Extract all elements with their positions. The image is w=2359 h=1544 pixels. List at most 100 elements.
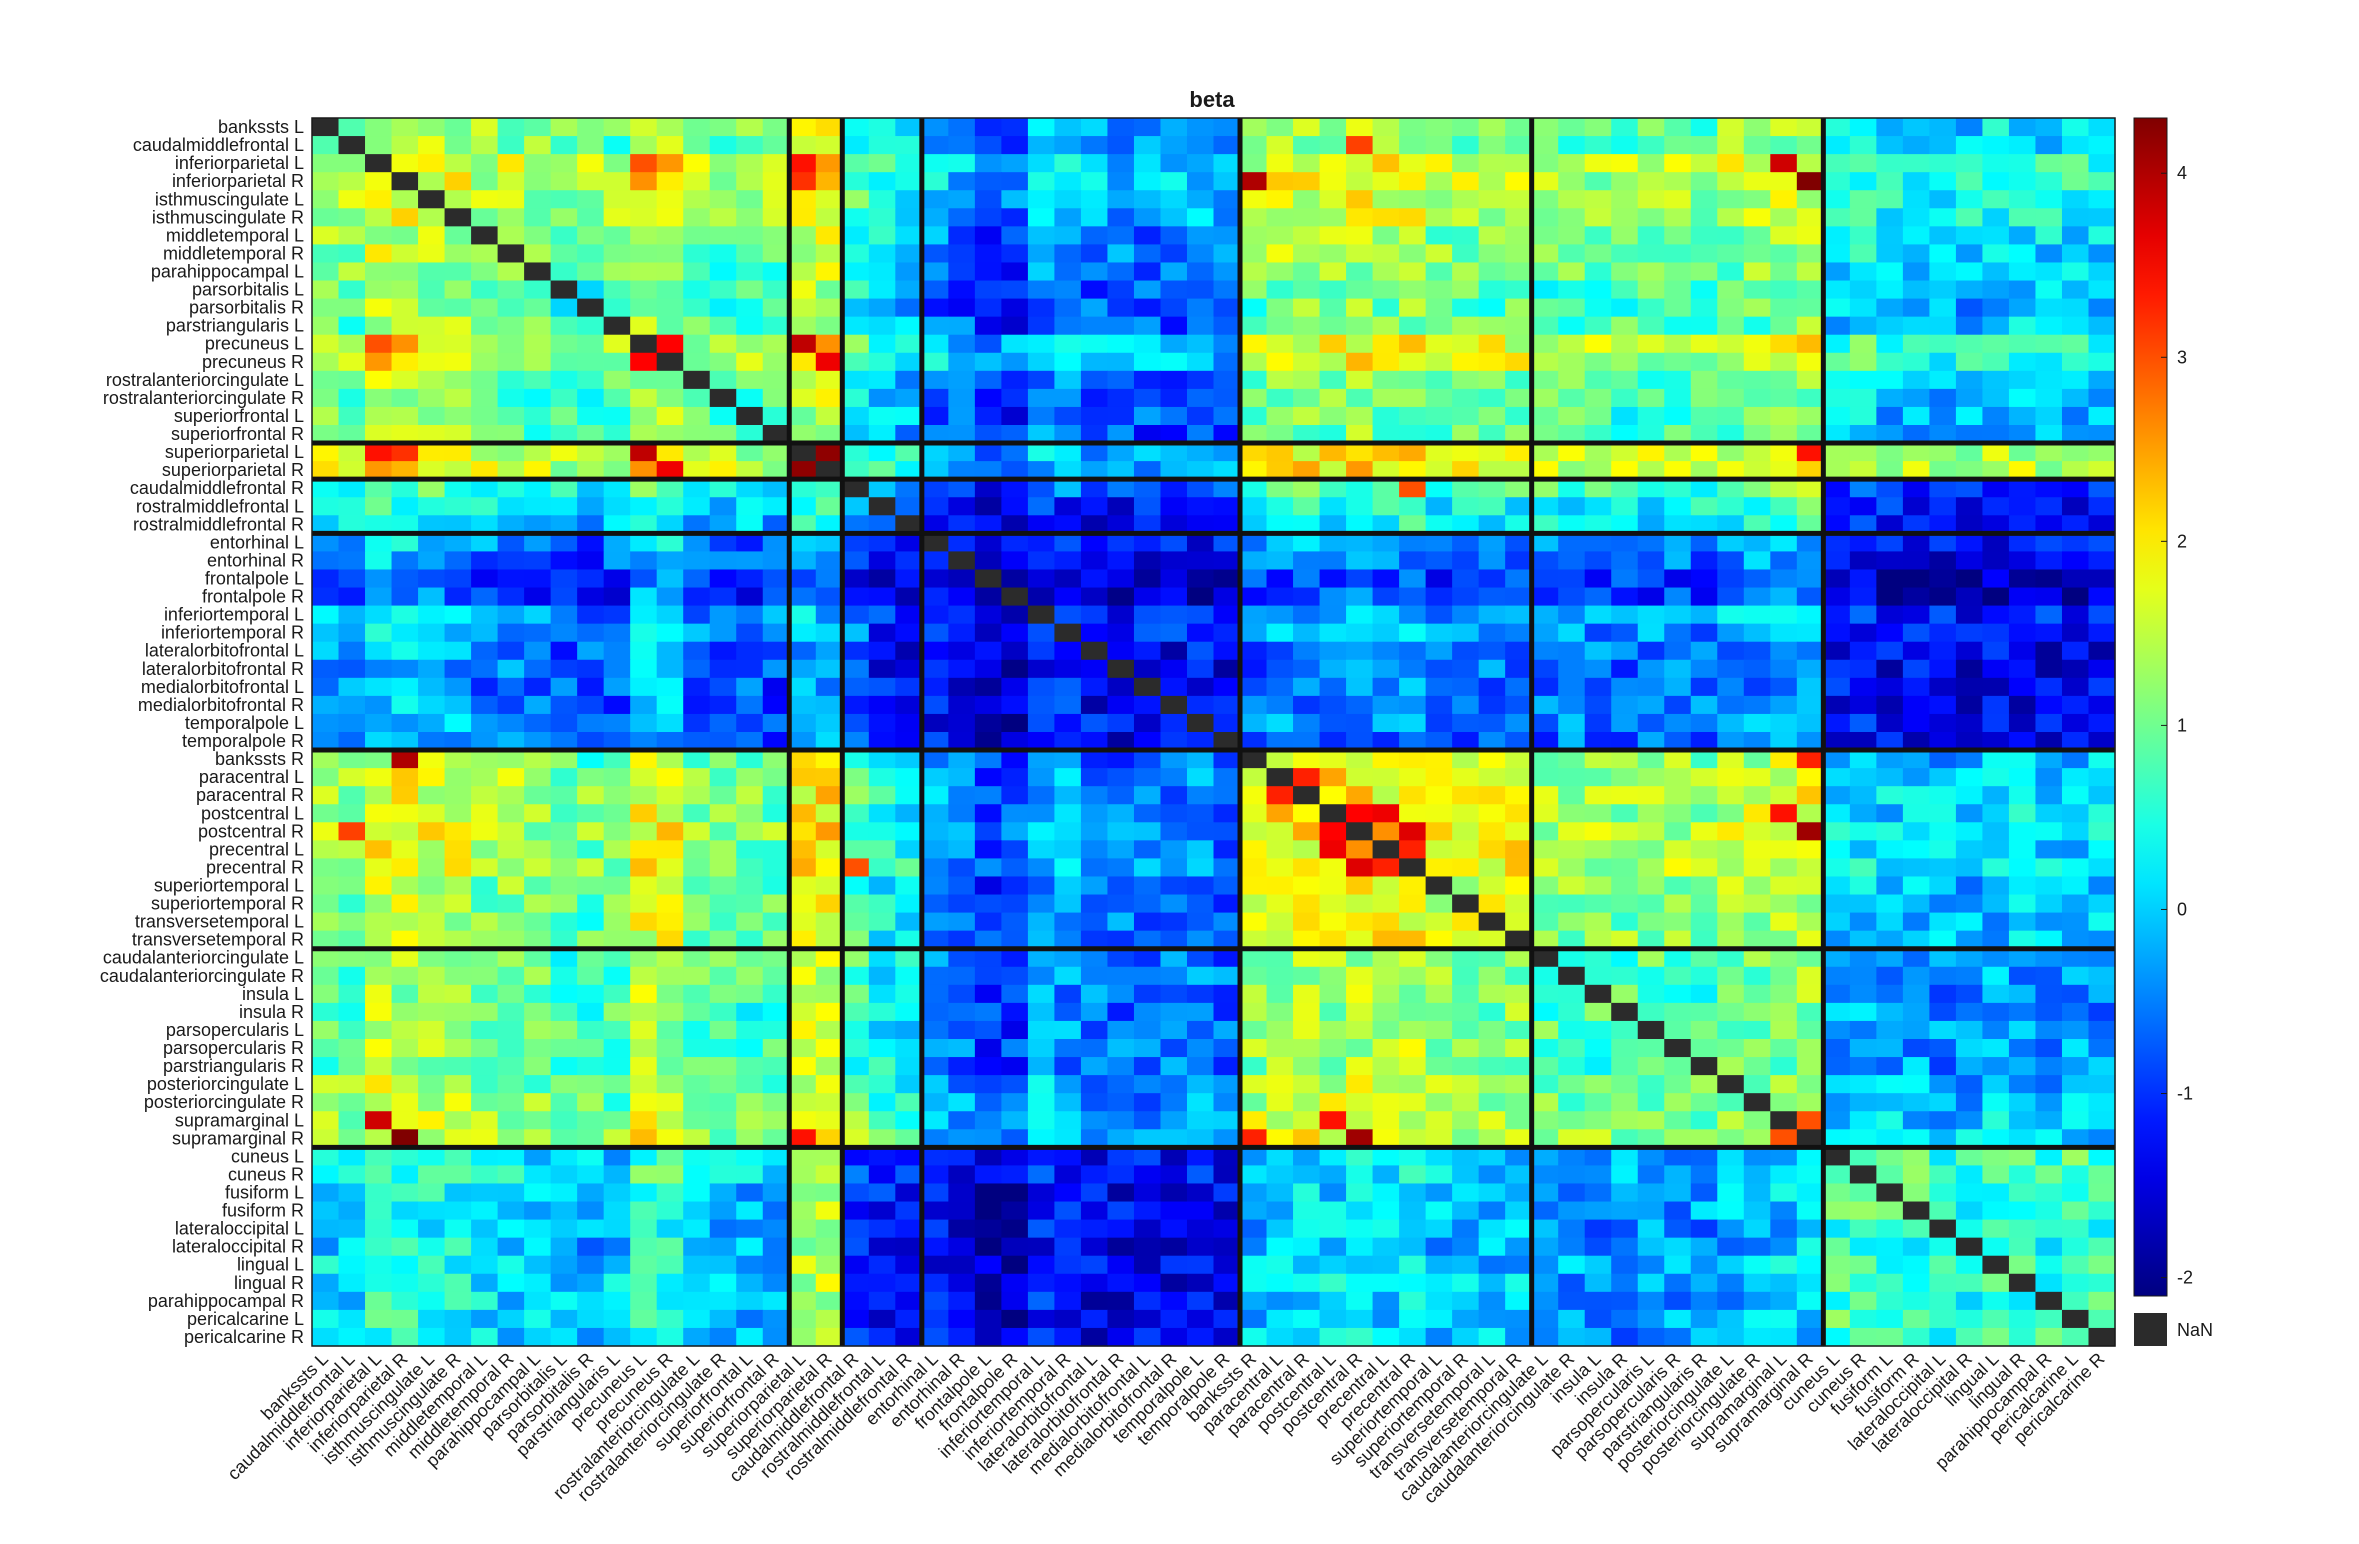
heatmap-cell — [603, 1309, 631, 1329]
heatmap-cell — [1213, 1093, 1241, 1112]
heatmap-cell — [762, 677, 790, 697]
heatmap-cell — [1531, 497, 1559, 516]
heatmap-cell — [444, 551, 472, 571]
heatmap-cell — [1346, 876, 1374, 896]
heatmap-cell — [1133, 984, 1162, 1004]
heatmap-cell — [1133, 1237, 1162, 1257]
heatmap-cell — [1266, 262, 1294, 282]
heatmap-cell — [1849, 1309, 1877, 1329]
heatmap-cell — [1611, 768, 1639, 787]
heatmap-cell — [1558, 1165, 1586, 1185]
heatmap-cell — [550, 641, 578, 661]
heatmap-cell — [1054, 840, 1082, 860]
heatmap-cell — [603, 334, 631, 354]
heatmap-cell — [1001, 695, 1029, 715]
heatmap-cell — [338, 1309, 366, 1329]
heatmap-cell — [1266, 515, 1294, 534]
heatmap-cell — [1823, 262, 1851, 282]
heatmap-cell — [868, 551, 896, 571]
heatmap-cell — [683, 136, 711, 155]
heatmap-cell — [524, 876, 552, 896]
heatmap-cell — [1293, 1165, 1321, 1185]
heatmap-cell — [2008, 370, 2037, 390]
heatmap-cell — [921, 370, 949, 390]
heatmap-cell — [683, 443, 711, 462]
heatmap-cell — [1558, 587, 1586, 607]
heatmap-cell — [709, 244, 737, 264]
heatmap-cell — [2035, 1255, 2063, 1275]
heatmap-cell — [1849, 1255, 1877, 1275]
heatmap-cell-nan — [1107, 659, 1135, 679]
heatmap-cell — [1399, 280, 1427, 300]
heatmap-cell — [736, 1111, 764, 1130]
heatmap-cell — [1849, 750, 1877, 769]
heatmap-cell — [603, 461, 631, 480]
heatmap-cell — [365, 840, 393, 860]
heatmap-cell — [1849, 641, 1877, 661]
heatmap-cell — [1452, 370, 1480, 390]
heatmap-cell — [1293, 732, 1321, 751]
heatmap-cell — [815, 244, 843, 264]
heatmap-cell — [1186, 677, 1215, 697]
heatmap-cell — [1717, 1129, 1745, 1148]
heatmap-cell — [1584, 1309, 1612, 1329]
heatmap-cell — [1796, 316, 1824, 336]
heatmap-cell — [1531, 280, 1559, 300]
heatmap-cell — [2008, 984, 2037, 1004]
heatmap-cell — [497, 840, 525, 860]
heatmap-cell — [1584, 623, 1612, 643]
heatmap-cell — [1929, 497, 1957, 516]
heatmap-cell — [1452, 569, 1480, 589]
heatmap-cell — [577, 479, 605, 498]
heatmap-cell — [1319, 1309, 1347, 1329]
heatmap-cell — [789, 1219, 817, 1239]
heatmap-cell — [365, 1093, 393, 1112]
heatmap-cell — [1001, 1129, 1029, 1148]
heatmap-cell — [1399, 1129, 1427, 1148]
heatmap-cell — [895, 1111, 923, 1130]
heatmap-cell — [550, 605, 578, 625]
heatmap-cell — [709, 1129, 737, 1148]
heatmap-cell — [815, 695, 843, 715]
heatmap-cell — [1346, 370, 1374, 390]
heatmap-cell — [1107, 1309, 1135, 1329]
heatmap-cell — [2008, 1002, 2037, 1022]
heatmap-cell — [683, 659, 711, 679]
heatmap-cell — [338, 623, 366, 643]
heatmap-cell — [1160, 1165, 1188, 1185]
heatmap-cell — [1823, 930, 1851, 950]
heatmap-cell — [1346, 569, 1374, 589]
heatmap-cell — [1346, 894, 1374, 914]
heatmap-cell — [1027, 190, 1056, 209]
heatmap-cell — [868, 1327, 896, 1347]
heatmap-cell — [709, 623, 737, 643]
heatmap-cell — [683, 172, 711, 191]
heatmap-cell — [2035, 894, 2063, 914]
heatmap-cell — [1531, 1309, 1559, 1329]
heatmap-cell — [948, 786, 976, 805]
heatmap-cell — [762, 172, 790, 191]
heatmap-cell — [471, 587, 499, 607]
heatmap-cell — [312, 822, 340, 841]
heatmap-cell — [1664, 984, 1692, 1004]
heatmap-cell — [815, 352, 843, 372]
heatmap-cell — [815, 172, 843, 191]
heatmap-cell — [1505, 190, 1533, 209]
heatmap-cell — [1213, 912, 1241, 932]
heatmap-cell — [418, 1020, 446, 1040]
heatmap-cell — [868, 930, 896, 950]
heatmap-cell — [1584, 190, 1612, 209]
heatmap-cell — [1425, 677, 1453, 697]
heatmap-cell — [497, 948, 525, 968]
heatmap-cell — [1293, 677, 1321, 697]
heatmap-cell — [1080, 479, 1109, 498]
heatmap-cell — [868, 533, 896, 553]
heatmap-cell — [1001, 1147, 1029, 1167]
heatmap-cell — [1955, 551, 1984, 571]
heatmap-cell — [1584, 262, 1612, 282]
heatmap-cell — [471, 840, 499, 860]
heatmap-cell — [2088, 316, 2116, 336]
heatmap-cell — [736, 587, 764, 607]
heatmap-cell — [471, 1020, 499, 1040]
heatmap-cell — [921, 406, 949, 426]
